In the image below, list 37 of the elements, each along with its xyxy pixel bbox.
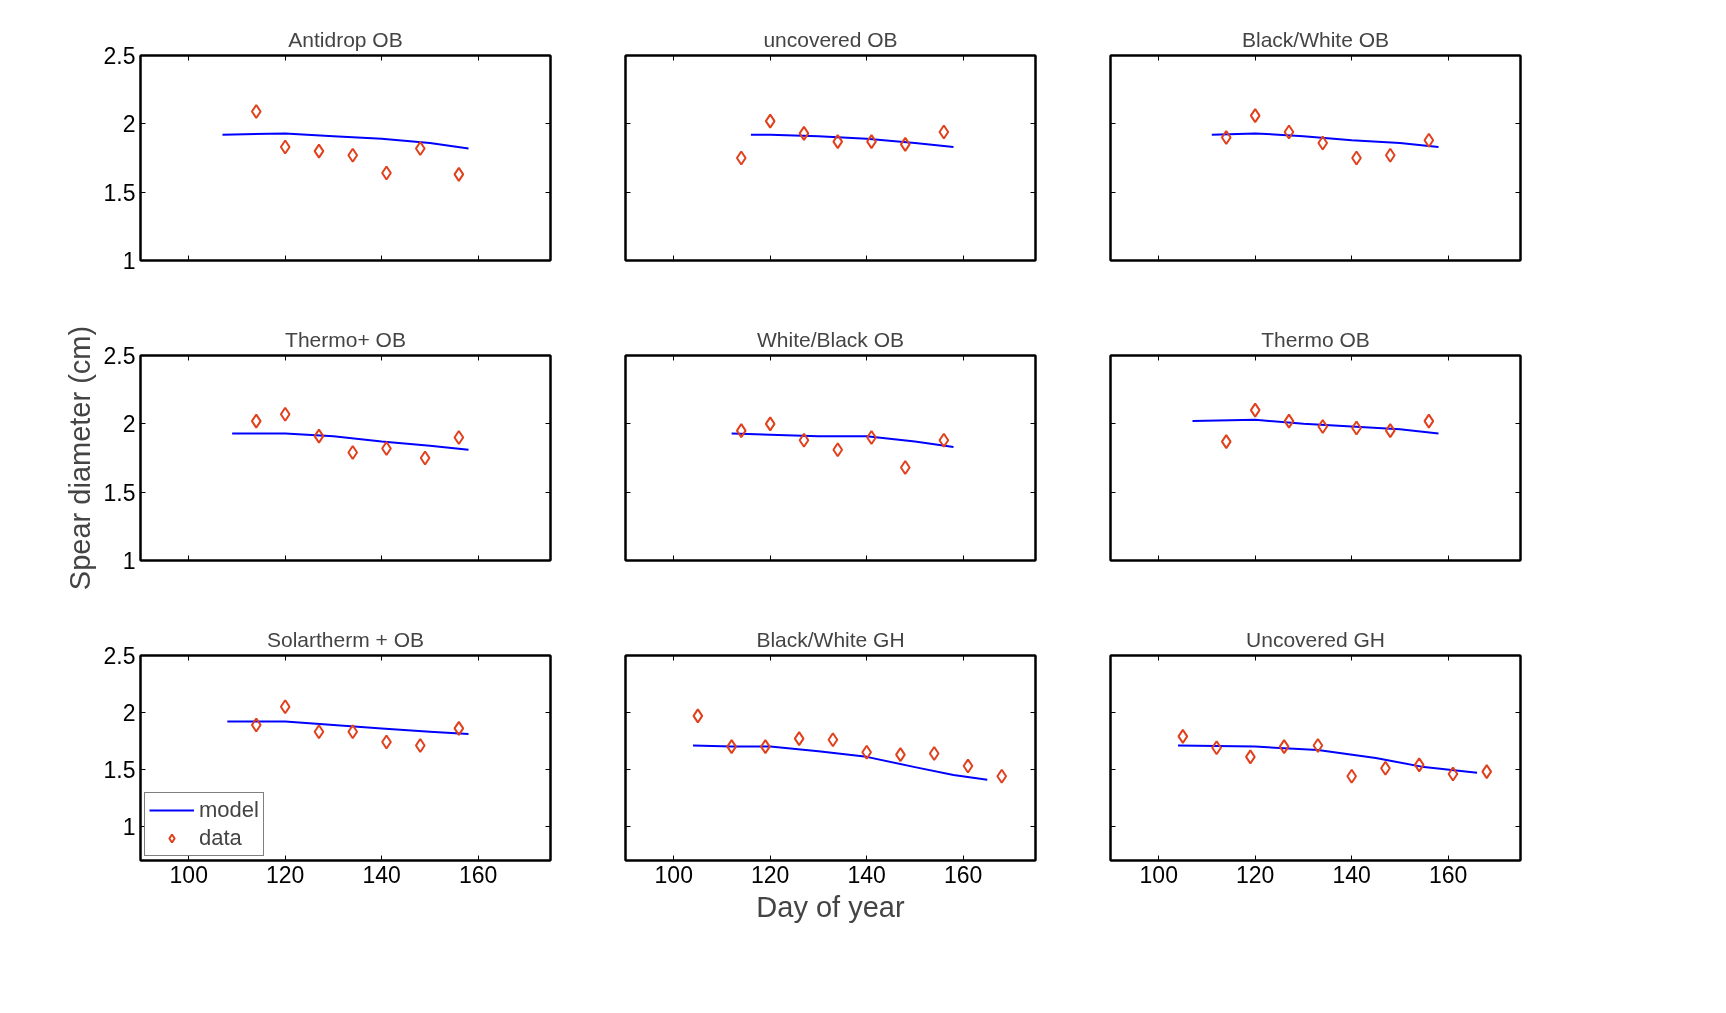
y-tick-label: 1.5	[103, 479, 136, 506]
chart-title: Uncovered GH	[1246, 627, 1385, 651]
y-tick-label: 1	[122, 248, 136, 274]
chart-title: Thermo+ OB	[285, 327, 406, 351]
y-tick-label: 2	[122, 411, 136, 438]
y-tick-label: 2.5	[103, 643, 136, 669]
x-tick-label: 100	[169, 861, 208, 888]
x-tick-label: 120	[1236, 861, 1275, 888]
chart-title: Black/White OB	[1241, 27, 1390, 51]
x-tick-label: 160	[458, 861, 498, 888]
x-axis-title: Day of year	[756, 890, 905, 923]
y-tick-label: 1.5	[103, 756, 136, 783]
x-tick-label: 160	[943, 861, 983, 888]
chart-title: White/Black OB	[756, 327, 905, 351]
chart-title: Black/White GH	[756, 627, 905, 651]
legend-label: model	[199, 797, 259, 823]
y-tick-label: 1	[122, 813, 136, 840]
x-tick-label: 100	[654, 861, 693, 888]
y-tick-label: 2.5	[103, 43, 136, 69]
x-tick-label: 100	[1139, 861, 1178, 888]
x-tick-label: 140	[1332, 861, 1371, 888]
y-tick-label: 1	[122, 548, 136, 574]
chart-title: Thermo OB	[1261, 327, 1370, 351]
x-tick-label: 140	[847, 861, 886, 888]
x-tick-label: 120	[751, 861, 790, 888]
chart-title: Antidrop OB	[288, 27, 403, 51]
x-tick-label: 160	[1428, 861, 1468, 888]
chart-title: Solartherm + OB	[267, 627, 424, 651]
y-tick-label: 2	[122, 111, 136, 138]
x-tick-label: 140	[362, 861, 401, 888]
y-tick-label: 2.5	[103, 343, 136, 369]
y-axis-title: Spear diameter (cm)	[63, 325, 96, 591]
y-tick-label: 2	[122, 699, 136, 726]
x-tick-label: 120	[266, 861, 305, 888]
y-tick-label: 1.5	[103, 179, 136, 206]
legend-label: data	[199, 825, 242, 851]
chart-title: uncovered OB	[763, 27, 898, 51]
